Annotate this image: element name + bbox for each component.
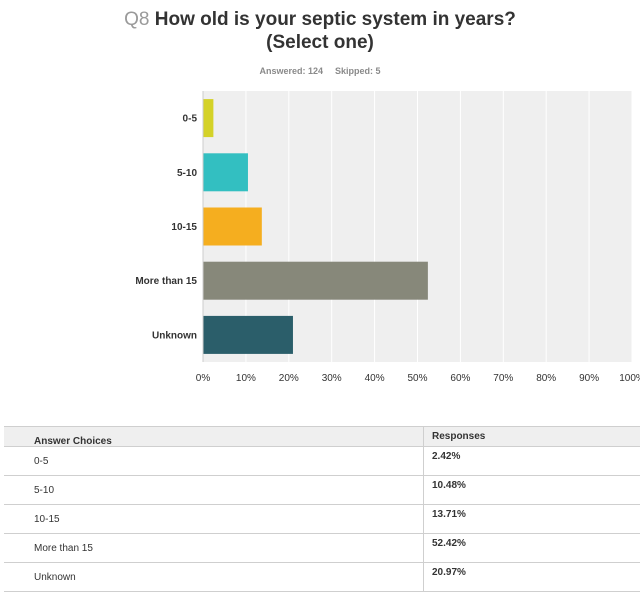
skipped-count: Skipped: 5 — [335, 66, 381, 76]
bar — [203, 315, 293, 354]
title-line-2: (Select one) — [266, 32, 374, 53]
question-text: How old is your septic system in years? — [154, 9, 516, 30]
results-table: Answer Choices Responses 0-5 2.42% 5-10 … — [4, 426, 640, 592]
x-tick-label: 80% — [536, 373, 556, 384]
row-response: 52.42% — [432, 538, 466, 549]
question-number: Q8 — [124, 9, 150, 30]
header-answer-choices: Answer Choices — [34, 436, 112, 447]
bar — [203, 261, 428, 300]
bar — [203, 207, 262, 246]
x-tick-label: 40% — [365, 373, 385, 384]
x-tick-label: 50% — [407, 373, 427, 384]
x-tick-label: 0% — [196, 373, 211, 384]
table-row: 10-15 13.71% — [4, 505, 640, 534]
bar-chart: 0% 10% 20% 30% 40% 50% 60% 70% 80% 90% 100% 0-5 5-10… — [135, 91, 640, 384]
y-category-label: Unknown — [152, 330, 197, 341]
table-row: 5-10 10.48% — [4, 476, 640, 505]
x-tick-label: 90% — [579, 373, 599, 384]
response-stats: Answered: 124 Skipped: 5 — [0, 66, 640, 76]
table-header: Answer Choices Responses — [4, 426, 640, 447]
row-response: 10.48% — [432, 480, 466, 491]
bar — [203, 153, 248, 192]
row-choice: 5-10 — [34, 485, 55, 496]
answered-count: Answered: 124 — [259, 66, 323, 76]
x-tick-label: 70% — [493, 373, 513, 384]
row-response: 2.42% — [432, 451, 461, 462]
y-category-label: 0-5 — [183, 114, 198, 125]
bar — [203, 99, 214, 138]
table-row: 0-5 2.42% — [4, 447, 640, 476]
row-choice: 10-15 — [34, 514, 60, 525]
title-line-1: Q8 How old is your septic system in year… — [0, 8, 640, 31]
row-response: 20.97% — [432, 567, 466, 578]
x-tick-label: 100% — [619, 373, 640, 384]
y-category-label: More than 15 — [135, 276, 197, 287]
row-response: 13.71% — [432, 509, 466, 520]
x-tick-label: 20% — [279, 373, 299, 384]
row-choice: Unknown — [34, 572, 76, 583]
x-tick-label: 10% — [236, 373, 256, 384]
y-category-label: 5-10 — [177, 168, 197, 179]
table-row: More than 15 52.42% — [4, 534, 640, 563]
row-choice: 0-5 — [34, 456, 49, 467]
x-tick-label: 30% — [322, 373, 342, 384]
row-choice: More than 15 — [34, 543, 93, 554]
x-tick-label: 60% — [450, 373, 470, 384]
table-row: Unknown 20.97% — [4, 563, 640, 592]
chart-title: Q8 How old is your septic system in year… — [0, 8, 640, 54]
header-responses: Responses — [432, 431, 486, 442]
y-category-label: 10-15 — [171, 222, 197, 233]
